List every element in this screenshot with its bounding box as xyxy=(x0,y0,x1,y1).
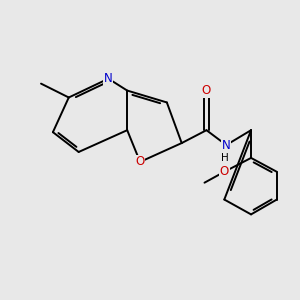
Text: N: N xyxy=(104,72,113,85)
Text: O: O xyxy=(202,84,211,97)
Text: H: H xyxy=(221,152,229,163)
Text: O: O xyxy=(220,165,229,178)
Text: O: O xyxy=(136,155,145,168)
Text: N: N xyxy=(222,139,231,152)
